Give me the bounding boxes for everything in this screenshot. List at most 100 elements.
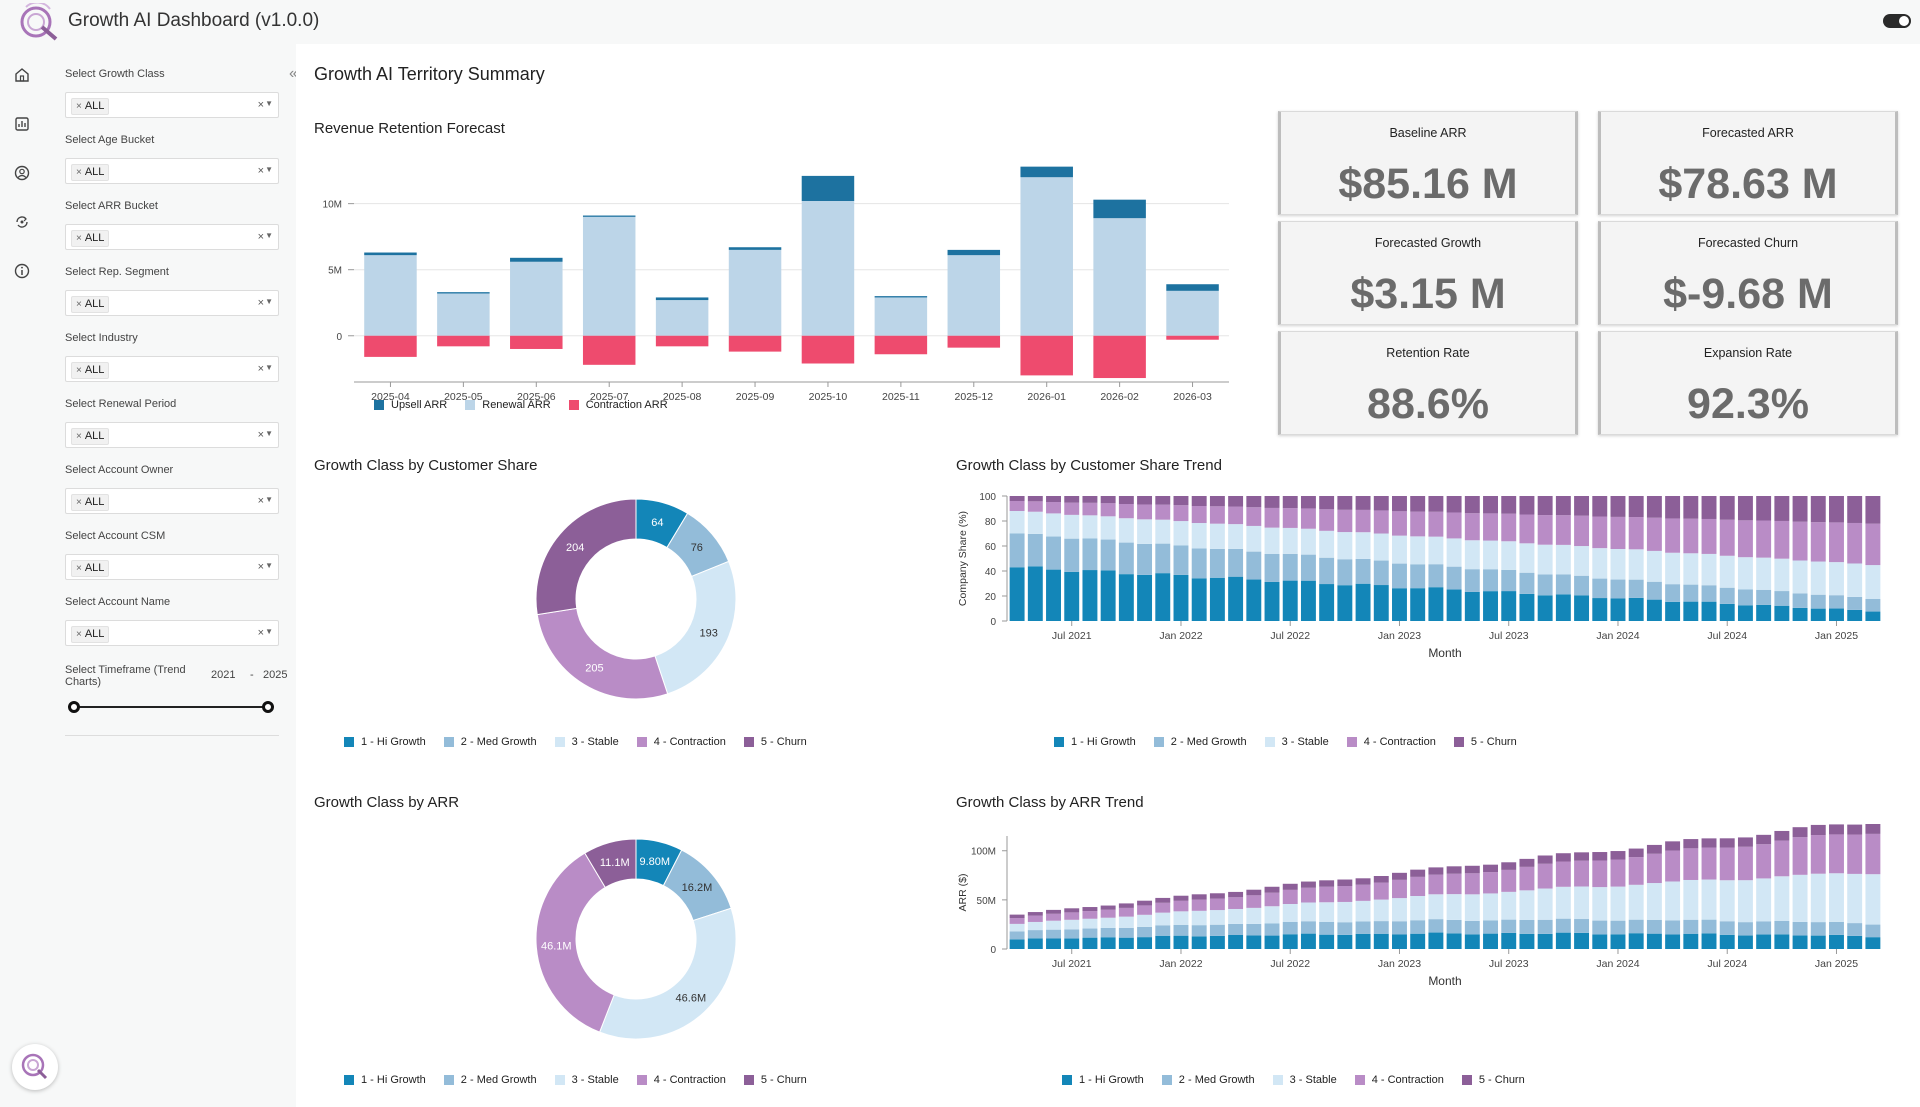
trend-bar-segment[interactable] xyxy=(1155,902,1171,913)
trend-bar-segment[interactable] xyxy=(1847,873,1863,924)
trend-bar-segment[interactable] xyxy=(1410,895,1426,921)
trend-bar-segment[interactable] xyxy=(1009,496,1025,501)
trend-bar-segment[interactable] xyxy=(1246,507,1262,526)
trend-bar-segment[interactable] xyxy=(1209,548,1225,578)
trend-bar-segment[interactable] xyxy=(1027,912,1043,916)
trend-bar-segment[interactable] xyxy=(1628,549,1644,580)
trend-bar-segment[interactable] xyxy=(1683,584,1699,602)
trend-bar-segment[interactable] xyxy=(1027,496,1043,502)
renewal-bar[interactable] xyxy=(510,261,563,336)
trend-bar-segment[interactable] xyxy=(1446,919,1462,934)
trend-bar-segment[interactable] xyxy=(1373,510,1389,534)
trend-bar-segment[interactable] xyxy=(1027,921,1043,931)
trend-bar-segment[interactable] xyxy=(1810,922,1826,936)
legend-item[interactable]: 2 - Med Growth xyxy=(1161,1074,1255,1086)
trend-bar-segment[interactable] xyxy=(1264,496,1280,508)
trend-bar-segment[interactable] xyxy=(1009,567,1025,621)
chevron-down-icon[interactable]: ▼ xyxy=(265,429,273,438)
trend-bar-segment[interactable] xyxy=(1646,844,1662,854)
contraction-bar[interactable] xyxy=(1093,335,1146,379)
trend-bar-segment[interactable] xyxy=(1646,517,1662,551)
trend-bar-segment[interactable] xyxy=(1337,885,1353,902)
trend-bar-segment[interactable] xyxy=(1046,920,1061,930)
trend-bar-segment[interactable] xyxy=(1829,608,1844,621)
chevron-down-icon[interactable]: ▼ xyxy=(265,99,273,108)
contraction-bar[interactable] xyxy=(874,335,928,355)
trend-bar-segment[interactable] xyxy=(1756,589,1772,605)
trend-bar-segment[interactable] xyxy=(1428,919,1444,933)
trend-bar-segment[interactable] xyxy=(1519,858,1535,867)
trend-bar-segment[interactable] xyxy=(1337,901,1353,923)
trend-bar-segment[interactable] xyxy=(1046,501,1061,514)
trend-bar-segment[interactable] xyxy=(1191,523,1207,549)
upsell-bar[interactable] xyxy=(582,215,636,217)
trend-bar-segment[interactable] xyxy=(1683,553,1699,585)
trend-bar-segment[interactable] xyxy=(1865,523,1881,566)
filter-select[interactable]: × ALL × ▼ xyxy=(65,620,279,646)
remove-chip-icon[interactable]: × xyxy=(76,299,82,310)
trend-bar-segment[interactable] xyxy=(1865,611,1881,621)
renewal-bar[interactable] xyxy=(1166,290,1219,336)
trend-bar-segment[interactable] xyxy=(1392,934,1407,949)
remove-chip-icon[interactable]: × xyxy=(76,101,82,112)
trend-bar-segment[interactable] xyxy=(1173,521,1189,546)
trend-bar-segment[interactable] xyxy=(1064,538,1080,572)
trend-bar-segment[interactable] xyxy=(1501,496,1517,514)
trend-bar-segment[interactable] xyxy=(1337,509,1353,533)
trend-bar-segment[interactable] xyxy=(1064,912,1080,920)
trend-bar-segment[interactable] xyxy=(1737,846,1753,881)
trend-bar-segment[interactable] xyxy=(1355,921,1371,934)
trend-bar-segment[interactable] xyxy=(1555,544,1571,575)
trend-bar-segment[interactable] xyxy=(1701,518,1717,554)
trend-bar-segment[interactable] xyxy=(1046,536,1061,570)
trend-bar-segment[interactable] xyxy=(1464,540,1480,570)
trend-bar-segment[interactable] xyxy=(1683,839,1699,849)
trend-bar-segment[interactable] xyxy=(1537,919,1553,934)
trend-bar-segment[interactable] xyxy=(1865,937,1881,949)
trend-bar-segment[interactable] xyxy=(1319,886,1335,903)
legend-item[interactable]: 2 - Med Growth xyxy=(1153,736,1247,748)
trend-bar-segment[interactable] xyxy=(1865,496,1881,524)
trend-bar-segment[interactable] xyxy=(1756,496,1772,521)
trend-bar-segment[interactable] xyxy=(1555,861,1571,887)
trend-bar-segment[interactable] xyxy=(1628,848,1644,858)
legend-item[interactable]: 1 - Hi Growth xyxy=(1054,736,1136,748)
clear-icon[interactable]: × xyxy=(257,429,264,441)
trend-bar-segment[interactable] xyxy=(1209,935,1225,949)
trend-bar-segment[interactable] xyxy=(1191,925,1207,937)
trend-bar-segment[interactable] xyxy=(1410,920,1426,934)
upsell-bar[interactable] xyxy=(947,249,1001,256)
trend-bar-segment[interactable] xyxy=(1282,553,1298,581)
trend-bar-segment[interactable] xyxy=(1446,538,1462,567)
trend-bar-segment[interactable] xyxy=(1665,518,1681,553)
trend-bar-segment[interactable] xyxy=(1100,496,1116,504)
contraction-bar[interactable] xyxy=(364,335,417,357)
trend-bar-segment[interactable] xyxy=(1246,923,1262,936)
pie-slice[interactable] xyxy=(584,838,637,889)
trend-bar-segment[interactable] xyxy=(1264,507,1280,528)
filter-chip[interactable]: × ALL xyxy=(71,626,110,643)
trend-bar-segment[interactable] xyxy=(1082,496,1098,503)
filter-select[interactable]: × ALL × ▼ xyxy=(65,158,279,184)
trend-bar-segment[interactable] xyxy=(1246,496,1262,508)
upsell-bar[interactable] xyxy=(437,292,490,294)
trend-bar-segment[interactable] xyxy=(1373,585,1389,621)
trend-bar-segment[interactable] xyxy=(1847,935,1863,949)
trend-bar-segment[interactable] xyxy=(1792,874,1808,922)
timeframe-slider-track[interactable] xyxy=(74,706,268,708)
trend-bar-segment[interactable] xyxy=(1537,863,1553,889)
trend-bar-segment[interactable] xyxy=(1519,593,1535,621)
trend-bar-segment[interactable] xyxy=(1373,899,1389,922)
trend-bar-segment[interactable] xyxy=(1009,923,1025,932)
trend-bar-segment[interactable] xyxy=(1282,883,1298,890)
trend-bar-segment[interactable] xyxy=(1501,891,1517,920)
trend-bar-segment[interactable] xyxy=(1592,578,1608,599)
trend-bar-segment[interactable] xyxy=(1373,560,1389,586)
trend-bar-segment[interactable] xyxy=(1118,903,1134,908)
trend-bar-segment[interactable] xyxy=(1810,594,1826,609)
trend-bar-segment[interactable] xyxy=(1701,919,1717,934)
trend-bar-segment[interactable] xyxy=(1719,496,1735,520)
trend-bar-segment[interactable] xyxy=(1701,496,1717,519)
trend-bar-segment[interactable] xyxy=(1574,919,1590,933)
trend-bar-segment[interactable] xyxy=(1483,893,1498,921)
